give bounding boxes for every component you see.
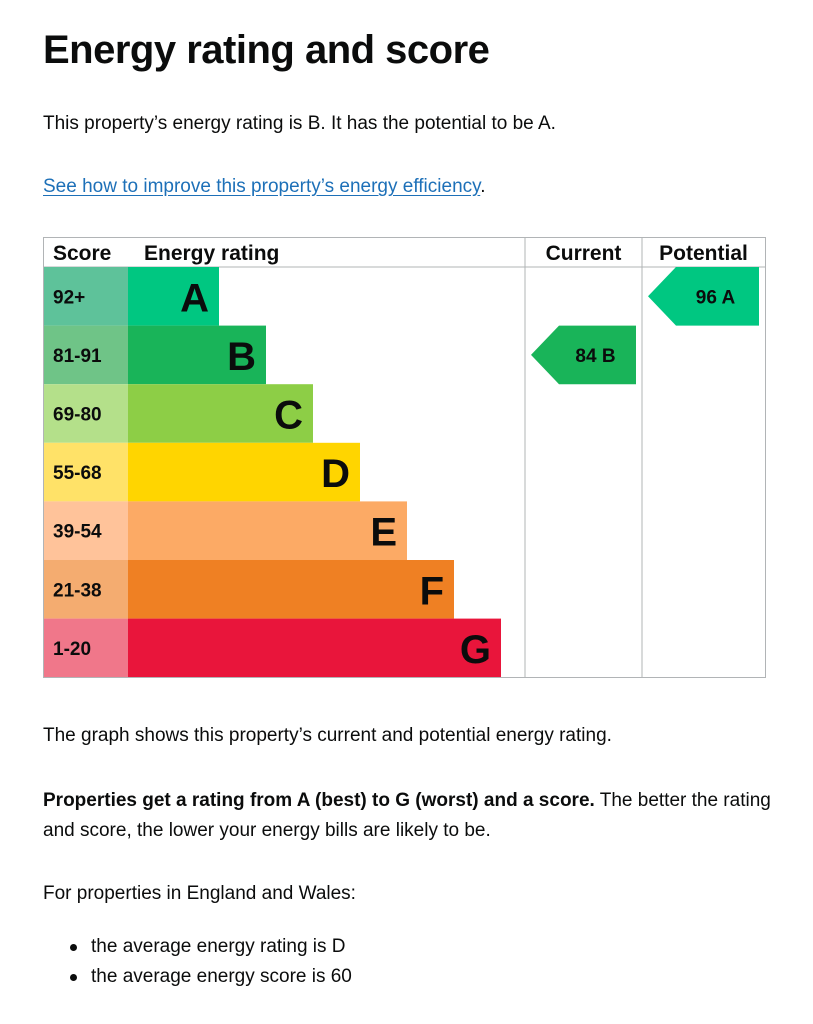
score-range-f: 21-38 — [53, 580, 102, 601]
score-range-e: 39-54 — [53, 522, 102, 543]
rating-explanation-bold: Properties get a rating from A (best) to… — [43, 790, 595, 811]
score-range-c: 69-80 — [53, 405, 102, 426]
energy-rating-chart: Score Energy rating Current Potential 92+ A 81… — [43, 237, 766, 678]
rating-bar-c — [128, 384, 313, 443]
region-intro: For properties in England and Wales: — [43, 883, 356, 904]
score-cell-c — [44, 384, 128, 443]
averages-list: the average energy rating is D the avera… — [43, 932, 352, 992]
rating-explanation: Properties get a rating from A (best) to… — [43, 786, 773, 846]
rating-letter-f: F — [420, 569, 444, 613]
rating-explanation-rest: The better the rating and score, the low… — [43, 790, 771, 841]
list-item-average-score: the average energy score is 60 — [43, 962, 352, 992]
current-header: Current — [546, 242, 622, 265]
potential-header: Potential — [659, 242, 748, 265]
rating-bar-e — [128, 501, 407, 560]
score-cell-b — [44, 325, 128, 385]
rating-letter-c: C — [274, 394, 303, 438]
potential-rating-arrow — [648, 267, 759, 326]
rating-bar-g — [128, 618, 501, 677]
page-title: Energy rating and score — [43, 28, 490, 72]
improve-link-paragraph: See how to improve this property’s energ… — [43, 173, 486, 201]
energy-rating-header: Energy rating — [144, 242, 279, 265]
rating-letter-e: E — [370, 511, 397, 555]
rating-bar-f — [128, 560, 454, 619]
score-cell-g — [44, 618, 128, 677]
energy-rating-graph: Score Energy rating Current Potential 92+ A 81… — [44, 238, 765, 677]
score-cell-a — [44, 267, 128, 326]
rating-letter-g: G — [460, 628, 491, 672]
rating-letter-d: D — [321, 452, 350, 496]
potential-rating-label: 96 A — [696, 287, 736, 308]
score-range-d: 55-68 — [53, 463, 102, 484]
rating-bar-d — [128, 442, 360, 502]
score-cell-d — [44, 442, 128, 502]
score-range-b: 81-91 — [53, 346, 102, 367]
current-rating-arrow — [531, 325, 636, 385]
score-range-g: 1-20 — [53, 639, 91, 660]
intro-text: This property’s energy rating is B. It h… — [43, 113, 556, 134]
graph-note: The graph shows this property’s current … — [43, 725, 612, 746]
link-suffix: . — [480, 176, 486, 197]
score-cell-e — [44, 501, 128, 560]
list-item-average-rating: the average energy rating is D — [43, 932, 352, 962]
score-range-a: 92+ — [53, 287, 85, 308]
improve-efficiency-link[interactable]: See how to improve this property’s energ… — [43, 176, 481, 197]
rating-bar-b — [128, 325, 266, 385]
score-cell-f — [44, 560, 128, 619]
score-header: Score — [53, 242, 111, 265]
rating-letter-a: A — [180, 276, 209, 320]
rating-bar-a — [128, 267, 219, 326]
current-rating-label: 84 B — [575, 346, 615, 367]
rating-letter-b: B — [227, 335, 256, 379]
